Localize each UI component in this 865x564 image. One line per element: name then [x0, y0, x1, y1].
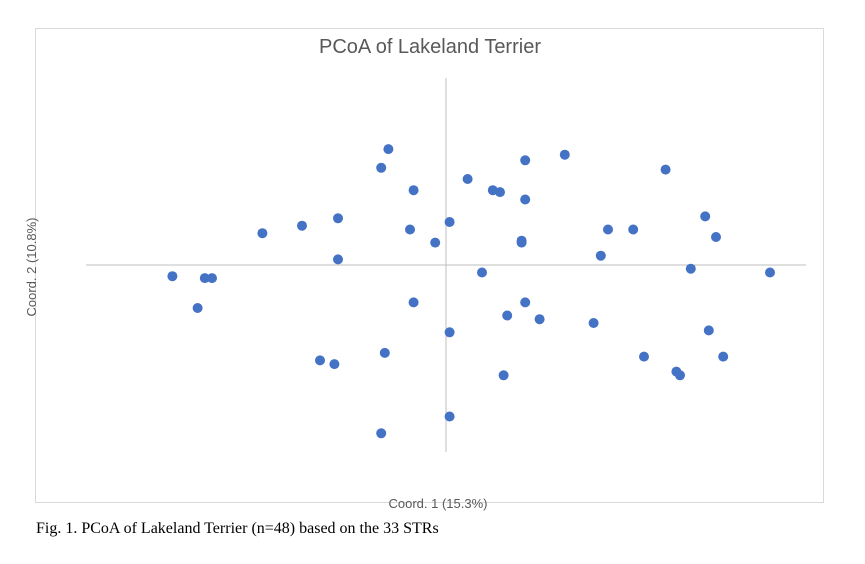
data-point-6	[297, 220, 307, 231]
data-point-13	[379, 347, 390, 358]
data-point-46	[711, 232, 721, 242]
data-point-25	[495, 187, 505, 198]
data-point-26	[502, 310, 513, 321]
data-point-42	[675, 370, 685, 381]
chart-title: PCoA of Lakeland Terrier	[319, 36, 541, 58]
data-point-20	[444, 327, 455, 338]
data-point-9	[329, 359, 340, 370]
data-point-12	[383, 144, 394, 155]
data-point-43	[685, 263, 696, 274]
y-axis-title: Coord. 2 (10.8%)	[24, 218, 39, 317]
data-point-2	[199, 273, 210, 284]
data-point-30	[520, 155, 531, 166]
data-point-29	[516, 237, 527, 248]
data-point-27	[498, 370, 509, 381]
data-point-8	[333, 254, 343, 265]
data-point-16	[408, 297, 419, 308]
data-point-31	[520, 194, 531, 205]
data-point-7	[333, 213, 343, 224]
data-point-34	[559, 149, 570, 160]
figure-caption: Fig. 1. PCoA of Lakeland Terrier (n=48) …	[36, 520, 439, 537]
data-point-19	[444, 217, 455, 227]
x-axis-title: Coord. 1 (15.3%)	[389, 496, 488, 511]
data-point-14	[376, 428, 387, 439]
data-point-15	[408, 185, 419, 196]
data-point-37	[603, 224, 613, 235]
data-point-33	[534, 314, 545, 325]
data-point-5	[257, 228, 268, 239]
data-point-38	[628, 224, 639, 235]
data-point-32	[520, 297, 531, 308]
data-point-39	[639, 351, 649, 362]
data-point-3	[207, 273, 217, 284]
data-point-48	[765, 267, 775, 278]
data-point-23	[477, 267, 487, 278]
data-point-22	[462, 174, 473, 184]
data-point-44	[700, 211, 711, 222]
data-point-18	[430, 237, 441, 248]
data-point-11	[376, 162, 387, 173]
data-point-21	[444, 411, 455, 422]
data-point-45	[703, 325, 714, 336]
data-point-10	[315, 355, 325, 366]
data-points	[167, 144, 775, 439]
data-point-47	[718, 351, 729, 362]
data-point-36	[595, 250, 606, 261]
data-point-35	[588, 318, 599, 328]
data-point-4	[192, 303, 203, 313]
data-point-17	[405, 224, 415, 235]
data-point-40	[660, 164, 671, 175]
data-point-1	[167, 271, 178, 282]
